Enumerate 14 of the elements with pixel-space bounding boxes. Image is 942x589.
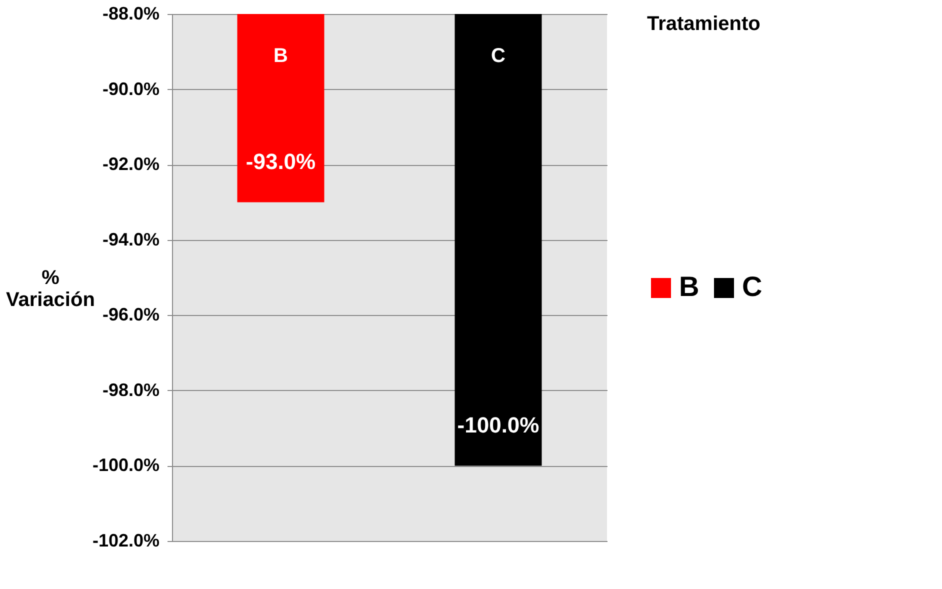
y-tick-label: -90.0% xyxy=(102,78,160,99)
y-tick-label: -96.0% xyxy=(102,304,160,325)
legend-label: B xyxy=(679,271,700,302)
y-tick-label: -102.0% xyxy=(92,530,160,550)
y-tick-label: -98.0% xyxy=(102,380,160,400)
y-tick-label: -92.0% xyxy=(102,154,160,174)
legend-label: C xyxy=(742,271,762,302)
y-axis-title: % Variación xyxy=(6,267,95,311)
legend-title: Tratamiento xyxy=(647,13,760,35)
text: -93.0% xyxy=(246,149,316,174)
y-tick-label: -94.0% xyxy=(102,229,160,250)
text: -100.0% xyxy=(457,412,540,438)
y-tick-label: -100.0% xyxy=(92,455,160,476)
y-tick-label: -88.0% xyxy=(102,4,160,24)
